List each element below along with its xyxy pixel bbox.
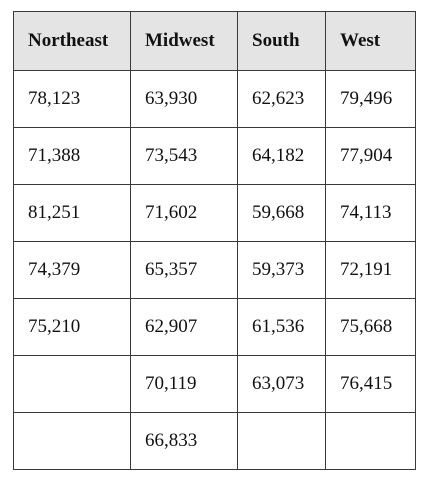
- table-cell: 71,602: [130, 184, 238, 242]
- table-cell: 70,119: [130, 355, 238, 413]
- header-cell: South: [237, 11, 326, 71]
- table-cell: 64,182: [237, 127, 326, 185]
- table-cell: 81,251: [13, 184, 131, 242]
- data-table: Northeast Midwest South West 78,123 63,930 62…: [13, 11, 416, 470]
- table-cell: 63,930: [130, 70, 238, 128]
- table-row: 66,833: [13, 412, 416, 470]
- table-cell: [13, 355, 131, 413]
- table-cell: [325, 412, 416, 470]
- table-row: 75,210 62,907 61,536 75,668: [13, 298, 416, 356]
- table-cell: 61,536: [237, 298, 326, 356]
- table-cell: 73,543: [130, 127, 238, 185]
- header-row: Northeast Midwest South West: [13, 11, 416, 71]
- table-cell: 75,668: [325, 298, 416, 356]
- table-cell: [237, 412, 326, 470]
- table-cell: 62,907: [130, 298, 238, 356]
- table-cell: 62,623: [237, 70, 326, 128]
- table-row: 81,251 71,602 59,668 74,113: [13, 184, 416, 242]
- header-cell: Northeast: [13, 11, 131, 71]
- table-cell: 65,357: [130, 241, 238, 299]
- table-cell: 76,415: [325, 355, 416, 413]
- table-row: 74,379 65,357 59,373 72,191: [13, 241, 416, 299]
- table-cell: 77,904: [325, 127, 416, 185]
- header-cell: Midwest: [130, 11, 238, 71]
- table-cell: 74,379: [13, 241, 131, 299]
- table-cell: 79,496: [325, 70, 416, 128]
- table-cell: 63,073: [237, 355, 326, 413]
- header-cell: West: [325, 11, 416, 71]
- table-cell: 59,373: [237, 241, 326, 299]
- table-cell: 72,191: [325, 241, 416, 299]
- table-row: 70,119 63,073 76,415: [13, 355, 416, 413]
- table-row: 71,388 73,543 64,182 77,904: [13, 127, 416, 185]
- table-cell: 66,833: [130, 412, 238, 470]
- table-cell: 78,123: [13, 70, 131, 128]
- table-cell: 59,668: [237, 184, 326, 242]
- table-cell: [13, 412, 131, 470]
- table-cell: 74,113: [325, 184, 416, 242]
- table-body: 78,123 63,930 62,623 79,496 71,388 73,543 64,1…: [13, 70, 416, 470]
- table-row: 78,123 63,930 62,623 79,496: [13, 70, 416, 128]
- table-cell: 75,210: [13, 298, 131, 356]
- table-cell: 71,388: [13, 127, 131, 185]
